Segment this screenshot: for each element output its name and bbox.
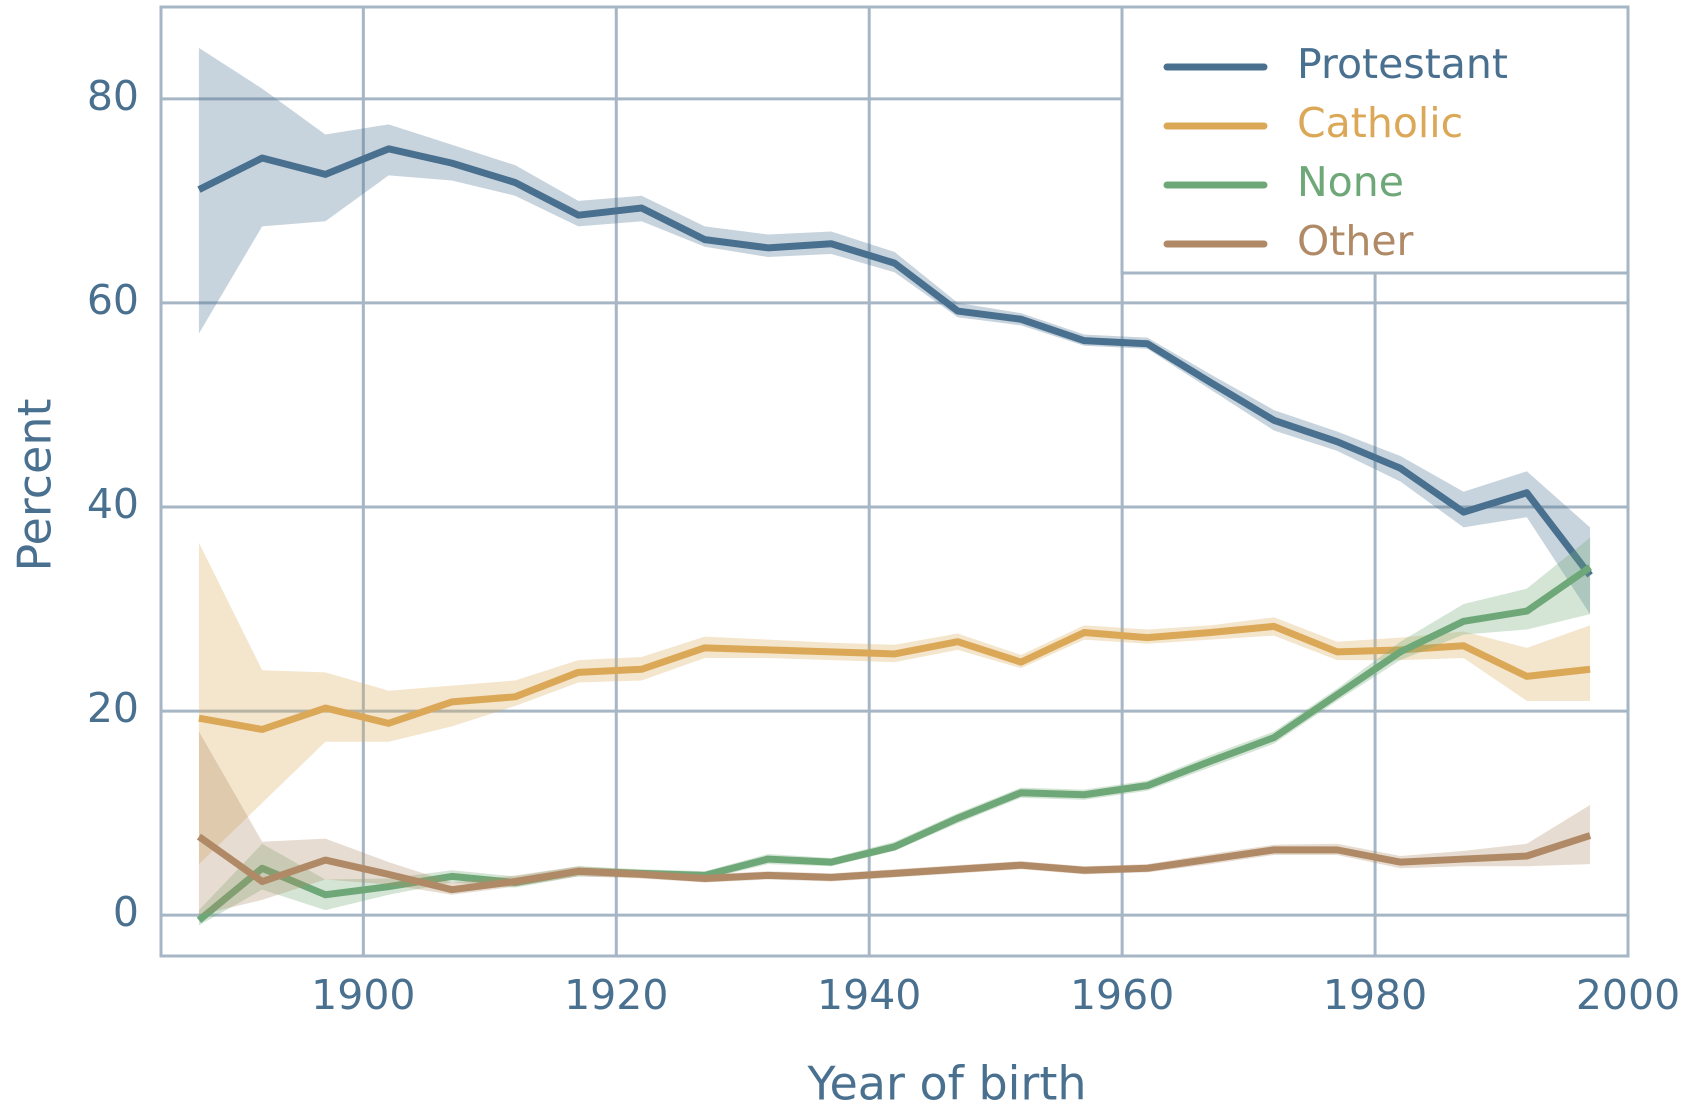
legend-label: None <box>1297 158 1404 206</box>
plot-frame <box>159 5 1630 958</box>
y-tick-label: 0 <box>113 888 139 936</box>
x-tick-label: 1960 <box>1070 971 1174 1019</box>
x-tick-label: 2000 <box>1576 971 1680 1019</box>
x-tick-label: 1940 <box>817 971 921 1019</box>
legend-box <box>1120 5 1630 275</box>
series-line <box>196 564 1593 923</box>
y-axis-label: Percent <box>8 398 62 571</box>
x-tick-label: 1980 <box>1323 971 1427 1019</box>
y-tick-label: 80 <box>87 72 139 120</box>
legend-label: Protestant <box>1297 40 1508 88</box>
x-axis-label: Year of birth <box>806 1057 1086 1111</box>
confidence-band <box>198 47 1591 615</box>
y-tick-label: 20 <box>87 684 139 732</box>
series-line <box>198 622 1591 733</box>
x-tick-label: 1920 <box>564 971 668 1019</box>
y-tick-label: 60 <box>87 276 139 324</box>
confidence-band <box>198 542 1591 865</box>
x-tick-label: 1900 <box>311 971 415 1019</box>
legend-label: Catholic <box>1297 99 1463 147</box>
series-line <box>197 145 1593 578</box>
legend-label: Other <box>1297 217 1414 265</box>
legend: Protestant Catholic None Other <box>1120 5 1630 275</box>
y-tick-label: 40 <box>87 480 139 528</box>
confidence-band <box>198 731 1591 916</box>
series-line <box>196 832 1592 894</box>
